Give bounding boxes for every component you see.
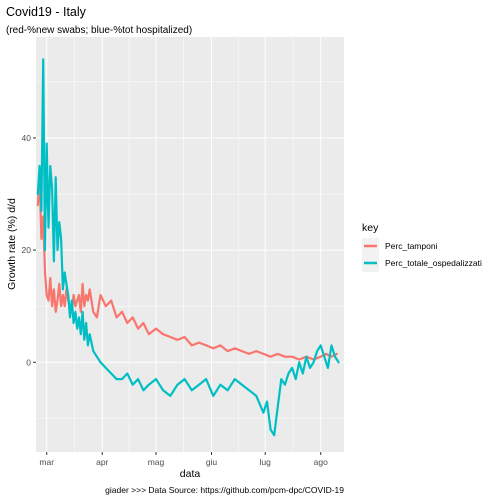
grid-minor: [36, 37, 344, 452]
y-tick-label: 40: [22, 133, 32, 143]
y-tick-label: 20: [22, 245, 32, 255]
x-tick-label: giu: [206, 457, 218, 467]
legend: Perc_tamponi Perc_totale_ospedalizzati: [362, 238, 482, 272]
x-tick-label: ago: [314, 457, 328, 467]
chart-subtitle: (red-%new swabs; blue-%tot hospitalized): [6, 25, 192, 36]
x-tick-label: mar: [39, 457, 54, 467]
legend-label: Perc_totale_ospedalizzati: [385, 258, 482, 268]
plot-panel: [36, 37, 344, 452]
x-tick-label: apr: [96, 457, 108, 467]
legend-title: key: [362, 222, 379, 234]
caption: giader >>> Data Source: https://github.c…: [105, 485, 344, 495]
y-axis-ticks: 0 20 40: [22, 133, 36, 367]
y-tick-label: 0: [26, 357, 31, 367]
x-tick-label: lug: [260, 457, 272, 467]
x-axis-title: data: [180, 468, 201, 480]
series-line-2: [36, 58, 340, 437]
series-layer: [36, 58, 340, 437]
chart-title: Covid19 - Italy: [6, 5, 87, 19]
x-axis-ticks: mar apr mag giu lug ago: [39, 452, 328, 467]
x-tick-label: mag: [148, 457, 165, 467]
y-axis-title: Growth rate (%) d/d: [6, 198, 18, 290]
series-line-1: [36, 176, 338, 361]
grid-major: [36, 37, 344, 452]
legend-label: Perc_tamponi: [385, 241, 438, 251]
